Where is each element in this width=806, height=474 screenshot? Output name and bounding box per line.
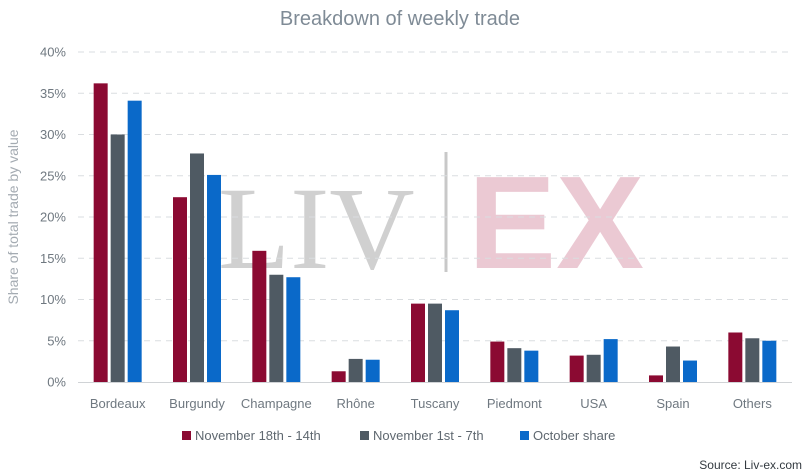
bar xyxy=(445,310,459,382)
y-tick-label: 5% xyxy=(47,333,66,348)
bars xyxy=(93,83,777,383)
y-tick-label: 25% xyxy=(40,168,66,183)
bar xyxy=(428,303,442,382)
y-tick-label: 35% xyxy=(40,86,66,101)
x-tick-label: Champagne xyxy=(241,396,312,411)
bar xyxy=(331,371,346,382)
bar xyxy=(603,339,618,382)
x-tick-label: Piedmont xyxy=(487,396,542,411)
x-tick-label: Bordeaux xyxy=(90,396,146,411)
bar xyxy=(365,359,380,382)
bar xyxy=(207,174,221,382)
bar xyxy=(93,83,108,382)
y-tick-label: 10% xyxy=(40,292,66,307)
bar xyxy=(762,340,777,382)
legend-swatch xyxy=(360,431,369,440)
bar xyxy=(269,274,284,382)
bar xyxy=(507,348,522,382)
bar xyxy=(649,375,663,382)
bar xyxy=(586,354,601,382)
bar xyxy=(666,346,680,382)
chart-title: Breakdown of weekly trade xyxy=(280,8,520,30)
legend-label: October share xyxy=(533,428,615,443)
bar xyxy=(524,350,539,382)
bar xyxy=(683,360,697,382)
watermark-ex: EX xyxy=(468,149,644,296)
x-tick-label: USA xyxy=(580,396,607,411)
x-tick-label: Tuscany xyxy=(411,396,460,411)
bar xyxy=(348,358,363,382)
y-tick-label: 40% xyxy=(40,45,66,60)
legend: November 18th - 14th November 1st - 7th Oc… xyxy=(182,428,615,443)
legend-swatch xyxy=(182,431,191,440)
x-tick-label: Burgundy xyxy=(169,396,225,411)
y-axis-label: Share of total trade by value xyxy=(5,129,21,304)
legend-swatch xyxy=(520,431,529,440)
bar xyxy=(745,338,760,382)
legend-label: November 1st - 7th xyxy=(373,428,484,443)
y-tick-label: 15% xyxy=(40,251,66,266)
bar xyxy=(411,303,425,382)
watermark-liv: LIV xyxy=(218,163,415,294)
bar xyxy=(173,197,187,382)
y-tick-label: 30% xyxy=(40,127,66,142)
x-axis-ticks: Bordeaux Burgundy Champagne Rhône Tuscany Pie… xyxy=(90,396,772,411)
y-tick-label: 20% xyxy=(40,210,66,225)
x-tick-label: Rhône xyxy=(337,396,375,411)
bar xyxy=(569,355,584,382)
bar xyxy=(190,153,204,382)
source-note: Source: Liv-ex.com xyxy=(699,458,802,472)
bar xyxy=(490,341,505,382)
bar xyxy=(286,277,301,382)
y-axis-ticks: 0% 5% 10% 15% 20% 25% 30% 35% 40% xyxy=(40,45,66,390)
legend-label: November 18th - 14th xyxy=(195,428,321,443)
bar xyxy=(110,134,125,382)
watermark: LIV EX xyxy=(218,149,644,296)
bar xyxy=(252,250,267,382)
x-tick-label: Spain xyxy=(656,396,689,411)
bar xyxy=(127,100,142,383)
bar xyxy=(728,332,743,382)
x-tick-label: Others xyxy=(733,396,773,411)
y-tick-label: 0% xyxy=(47,375,66,390)
